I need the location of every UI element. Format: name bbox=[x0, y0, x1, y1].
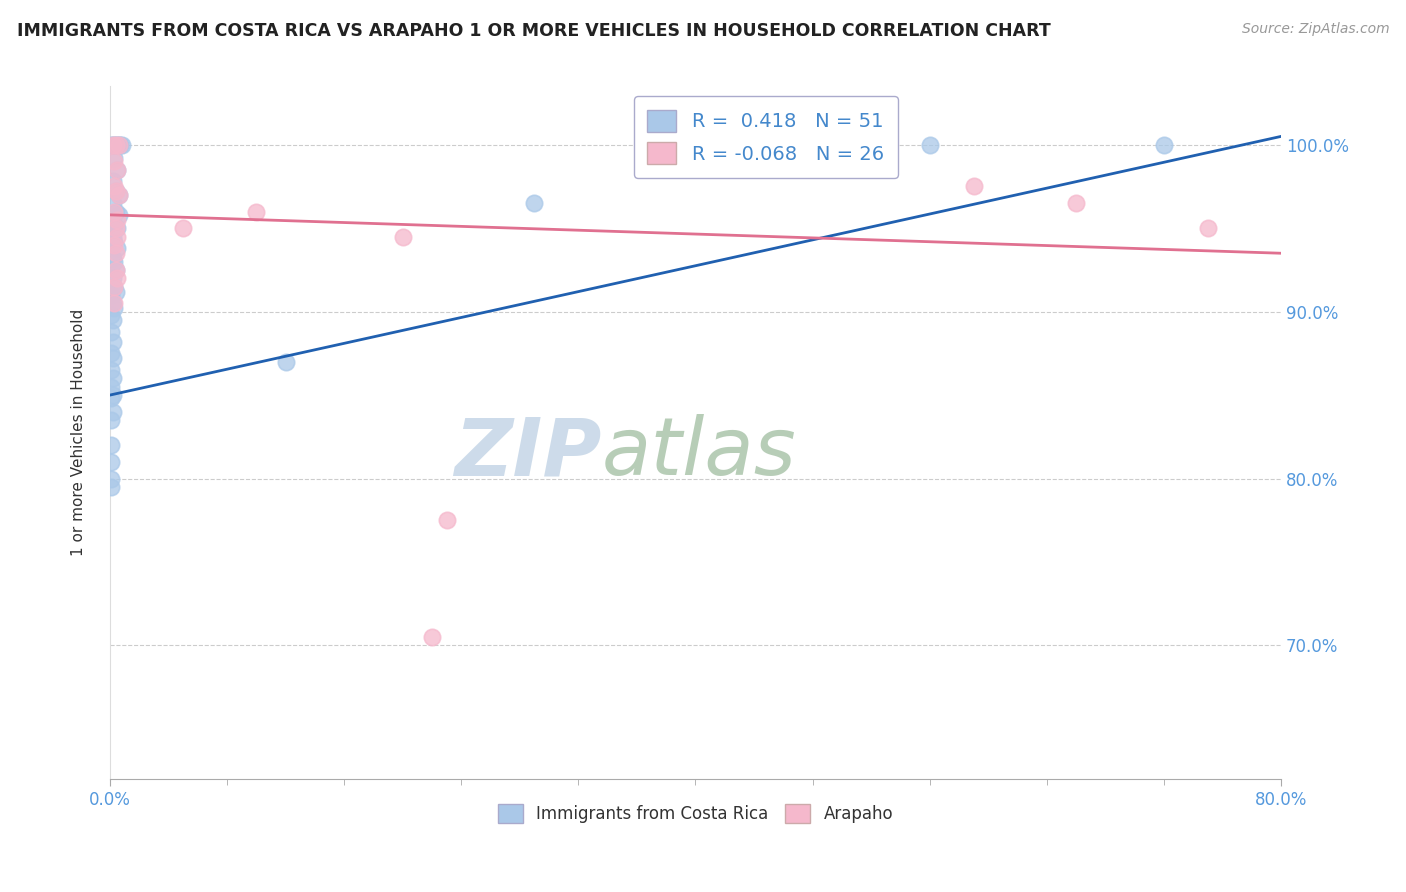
Point bbox=[274, 355, 297, 369]
Point bbox=[172, 221, 194, 235]
Point bbox=[107, 137, 129, 152]
Point bbox=[104, 137, 127, 152]
Point bbox=[101, 252, 124, 266]
Point bbox=[103, 279, 125, 293]
Point bbox=[101, 137, 124, 152]
Point bbox=[100, 325, 122, 339]
Point bbox=[105, 162, 128, 177]
Point bbox=[101, 271, 124, 285]
Point bbox=[103, 151, 125, 165]
Point bbox=[107, 208, 129, 222]
Point bbox=[104, 185, 127, 199]
Point bbox=[103, 235, 125, 249]
Point bbox=[100, 438, 122, 452]
Point bbox=[100, 346, 122, 360]
Point bbox=[100, 380, 122, 394]
Point bbox=[101, 334, 124, 349]
Point bbox=[918, 137, 941, 152]
Point bbox=[101, 196, 124, 211]
Point bbox=[103, 301, 125, 316]
Legend: Immigrants from Costa Rica, Arapaho: Immigrants from Costa Rica, Arapaho bbox=[488, 794, 903, 833]
Point bbox=[245, 204, 267, 219]
Point bbox=[100, 308, 122, 322]
Point bbox=[962, 179, 984, 194]
Point bbox=[100, 137, 122, 152]
Point bbox=[1064, 196, 1087, 211]
Point bbox=[436, 513, 458, 527]
Point bbox=[100, 392, 122, 406]
Text: atlas: atlas bbox=[602, 415, 796, 492]
Point bbox=[110, 137, 132, 152]
Text: IMMIGRANTS FROM COSTA RICA VS ARAPAHO 1 OR MORE VEHICLES IN HOUSEHOLD CORRELATIO: IMMIGRANTS FROM COSTA RICA VS ARAPAHO 1 … bbox=[17, 22, 1050, 40]
Point bbox=[1197, 221, 1219, 235]
Point bbox=[105, 241, 128, 255]
Point bbox=[100, 480, 122, 494]
Point bbox=[101, 351, 124, 366]
Point bbox=[105, 229, 128, 244]
Point bbox=[100, 455, 122, 469]
Text: ZIP: ZIP bbox=[454, 415, 602, 492]
Point bbox=[105, 212, 128, 227]
Point bbox=[101, 137, 124, 152]
Point bbox=[108, 137, 131, 152]
Point bbox=[105, 137, 128, 152]
Point bbox=[105, 271, 128, 285]
Point bbox=[104, 221, 127, 235]
Point bbox=[103, 238, 125, 252]
Point bbox=[101, 388, 124, 402]
Point bbox=[103, 179, 125, 194]
Point bbox=[523, 196, 546, 211]
Point bbox=[104, 246, 127, 260]
Point bbox=[101, 313, 124, 327]
Point bbox=[107, 187, 129, 202]
Point bbox=[105, 221, 128, 235]
Point bbox=[103, 154, 125, 169]
Point bbox=[104, 285, 127, 299]
Point bbox=[100, 363, 122, 377]
Point bbox=[104, 137, 127, 152]
Point bbox=[104, 204, 127, 219]
Point bbox=[101, 296, 124, 310]
Y-axis label: 1 or more Vehicles in Household: 1 or more Vehicles in Household bbox=[72, 309, 86, 557]
Point bbox=[104, 263, 127, 277]
Point bbox=[1153, 137, 1175, 152]
Point bbox=[100, 471, 122, 485]
Point bbox=[100, 288, 122, 302]
Point bbox=[103, 279, 125, 293]
Point bbox=[101, 405, 124, 419]
Point bbox=[104, 263, 127, 277]
Point bbox=[103, 137, 125, 152]
Point bbox=[101, 371, 124, 385]
Point bbox=[391, 229, 413, 244]
Point bbox=[101, 174, 124, 188]
Point bbox=[420, 630, 443, 644]
Point bbox=[103, 254, 125, 268]
Point bbox=[103, 296, 125, 310]
Point bbox=[107, 187, 129, 202]
Point bbox=[107, 137, 129, 152]
Point bbox=[100, 413, 122, 427]
Point bbox=[101, 229, 124, 244]
Point bbox=[103, 218, 125, 232]
Point bbox=[104, 185, 127, 199]
Point bbox=[103, 204, 125, 219]
Text: Source: ZipAtlas.com: Source: ZipAtlas.com bbox=[1241, 22, 1389, 37]
Point bbox=[105, 162, 128, 177]
